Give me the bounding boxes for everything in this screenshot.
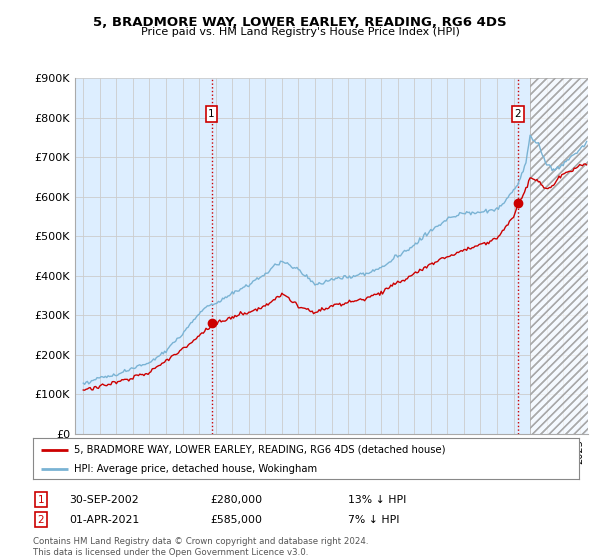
Text: 01-APR-2021: 01-APR-2021 <box>69 515 139 525</box>
Bar <box>530 78 588 434</box>
Text: 7% ↓ HPI: 7% ↓ HPI <box>348 515 400 525</box>
Text: HPI: Average price, detached house, Wokingham: HPI: Average price, detached house, Woki… <box>74 464 317 474</box>
Text: 2: 2 <box>37 515 44 525</box>
Text: Contains HM Land Registry data © Crown copyright and database right 2024.: Contains HM Land Registry data © Crown c… <box>33 537 368 546</box>
Text: This data is licensed under the Open Government Licence v3.0.: This data is licensed under the Open Gov… <box>33 548 308 557</box>
Text: £280,000: £280,000 <box>210 494 262 505</box>
Bar <box>530 78 588 434</box>
Text: 5, BRADMORE WAY, LOWER EARLEY, READING, RG6 4DS (detached house): 5, BRADMORE WAY, LOWER EARLEY, READING, … <box>74 445 445 455</box>
Text: 2: 2 <box>514 109 521 119</box>
Text: Price paid vs. HM Land Registry's House Price Index (HPI): Price paid vs. HM Land Registry's House … <box>140 27 460 37</box>
Text: 1: 1 <box>208 109 215 119</box>
Text: 13% ↓ HPI: 13% ↓ HPI <box>348 494 406 505</box>
Text: 5, BRADMORE WAY, LOWER EARLEY, READING, RG6 4DS: 5, BRADMORE WAY, LOWER EARLEY, READING, … <box>93 16 507 29</box>
Text: £585,000: £585,000 <box>210 515 262 525</box>
Text: 30-SEP-2002: 30-SEP-2002 <box>69 494 139 505</box>
Text: 1: 1 <box>37 494 44 505</box>
